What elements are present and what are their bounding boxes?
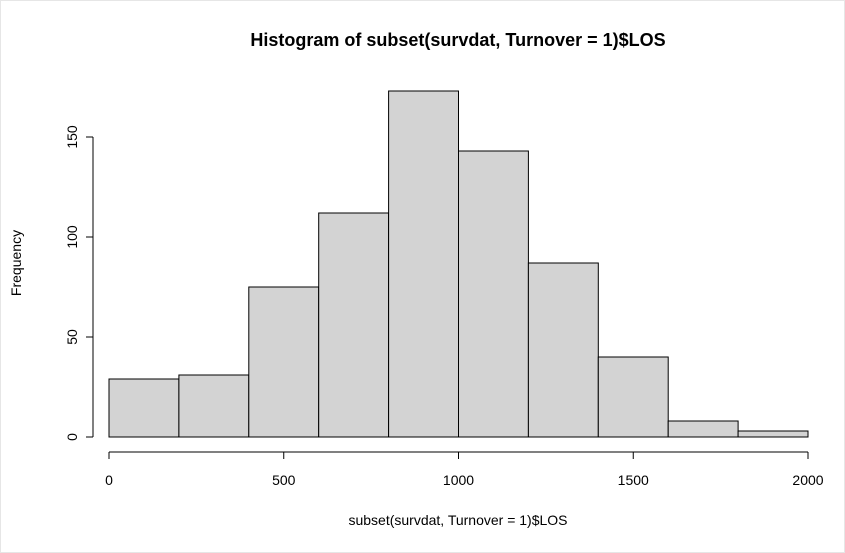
histogram-bar-1 xyxy=(108,378,180,438)
chart-title: Histogram of subset(survdat, Turnover = … xyxy=(250,30,665,50)
y-axis: 0 50 100 150 xyxy=(64,125,94,441)
y-tick-label-0: 0 xyxy=(64,433,80,441)
x-axis: 0 500 1000 1500 2000 xyxy=(105,451,824,488)
x-axis-label: subset(survdat, Turnover = 1)$LOS xyxy=(348,512,567,528)
x-tick-label-500: 500 xyxy=(272,472,296,488)
histogram-bar-2 xyxy=(178,374,250,438)
x-tick-label-2000: 2000 xyxy=(792,472,823,488)
histogram-bar-4 xyxy=(318,212,390,438)
histogram-bar-10 xyxy=(737,430,809,438)
histogram-bar-7 xyxy=(527,262,599,438)
histogram-bar-5 xyxy=(388,90,460,438)
x-tick-label-0: 0 xyxy=(105,472,113,488)
x-tick-label-1500: 1500 xyxy=(618,472,649,488)
bars-group xyxy=(108,90,809,438)
x-tick-label-1000: 1000 xyxy=(443,472,474,488)
y-axis-label: Frequency xyxy=(8,230,24,296)
y-tick-label-150: 150 xyxy=(64,125,80,149)
histogram-bar-9 xyxy=(667,420,739,438)
histogram-bar-8 xyxy=(597,356,669,438)
y-tick-label-100: 100 xyxy=(64,225,80,249)
histogram-bar-3 xyxy=(248,286,320,438)
histogram-bar-6 xyxy=(458,150,529,438)
y-tick-label-50: 50 xyxy=(64,329,80,345)
